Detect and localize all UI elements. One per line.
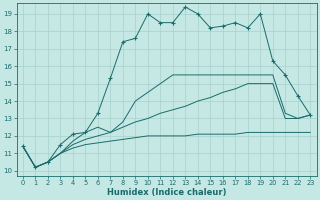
X-axis label: Humidex (Indice chaleur): Humidex (Indice chaleur) xyxy=(107,188,226,197)
